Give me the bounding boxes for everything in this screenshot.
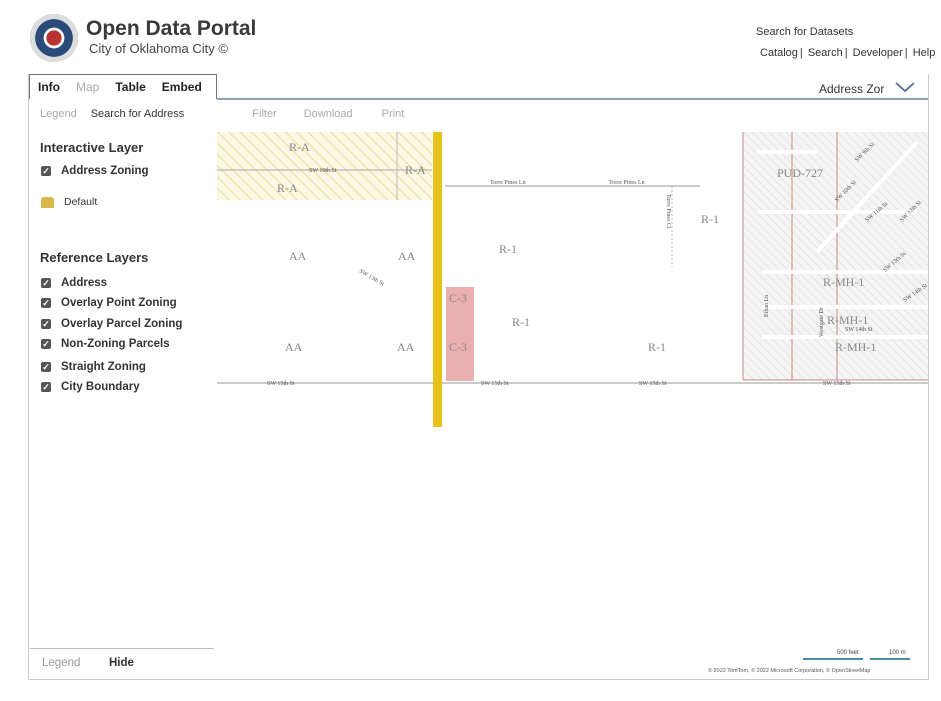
checkbox-checked-icon[interactable]: ✓	[41, 362, 51, 372]
checkbox-checked-icon[interactable]: ✓	[41, 298, 51, 308]
layer-straight-zoning[interactable]: ✓ Straight Zoning	[41, 361, 146, 373]
layer-overlay-parcel-zoning[interactable]: ✓ Overlay Parcel Zoning	[41, 318, 182, 330]
zoning-map[interactable]: R-A R-A R-A AA AA AA AA C-3 C-3 R-1 R-1 …	[217, 132, 928, 432]
page-title: Open Data Portal	[86, 17, 257, 40]
help-link[interactable]: Help	[912, 47, 936, 59]
street-label: Torre Pines Ln	[490, 180, 526, 186]
catalog-link[interactable]: Catalog	[760, 47, 798, 59]
scale-meters: 100 m	[889, 650, 906, 656]
layer-select[interactable]: Address Zor	[819, 82, 885, 96]
street-label: SW 14th St	[845, 327, 873, 333]
commercial-zone-c3	[446, 287, 474, 381]
street-label: SW 13th St	[358, 269, 385, 288]
layer-city-boundary[interactable]: ✓ City Boundary	[41, 381, 140, 393]
divider	[217, 98, 928, 100]
street-label: SW 15th St	[823, 381, 851, 387]
zone-label: C-3	[449, 340, 467, 354]
ag-zone-ra	[217, 132, 432, 200]
layer-label: Straight Zoning	[61, 361, 146, 373]
street-label: Torre Pines Ct	[665, 194, 671, 229]
view-tabs: Info Map Table Embed	[29, 74, 217, 99]
city-boundary	[742, 132, 928, 381]
subtab-download[interactable]: Download	[303, 108, 353, 120]
page-subtitle: City of Oklahoma City ©	[89, 41, 228, 56]
street-label: Torre Pines Ln	[609, 180, 645, 186]
checkbox-checked-icon[interactable]: ✓	[41, 319, 51, 329]
legend-button[interactable]: Legend	[42, 657, 81, 669]
checkbox-checked-icon[interactable]: ✓	[41, 339, 51, 349]
street-label: SW 15th St	[267, 381, 295, 387]
zone-label: PUD-727	[777, 166, 823, 180]
zone-labels: R-A R-A R-A AA AA AA AA C-3 C-3 R-1 R-1 …	[277, 140, 876, 354]
zone-label: AA	[289, 249, 307, 263]
hide-button[interactable]: Hide	[109, 657, 134, 669]
zone-label: R-A	[289, 140, 310, 154]
default-label: Default	[64, 196, 98, 208]
street-label: Westgate Dr	[819, 307, 825, 337]
layer-label: Address Zoning	[61, 165, 149, 177]
zone-label: R-A	[405, 163, 426, 177]
major-road	[433, 132, 442, 427]
tab-table[interactable]: Table	[115, 80, 146, 94]
zone-label: AA	[397, 340, 415, 354]
layer-label: Non-Zoning Parcels	[61, 338, 170, 350]
tab-embed[interactable]: Embed	[161, 80, 202, 94]
map-attribution: © 2022 TomTom, © 2022 Microsoft Corporat…	[708, 668, 871, 674]
sep: |	[799, 47, 803, 59]
sep: |	[844, 47, 848, 59]
search-link[interactable]: Search	[807, 47, 843, 59]
tab-info[interactable]: Info	[38, 80, 60, 94]
street-label: Ethan Ln	[764, 295, 770, 317]
layer-address-zoning[interactable]: ✓ Address Zoning	[41, 165, 149, 177]
zone-label: AA	[285, 340, 303, 354]
top-links: Catalog | Search | Developer | Help	[759, 47, 936, 59]
checkbox-checked-icon[interactable]: ✓	[41, 382, 51, 392]
subtab-filter[interactable]: Filter	[252, 108, 277, 120]
zone-label: R-1	[701, 212, 719, 226]
city-seal-logo	[30, 14, 78, 62]
subtab-legend[interactable]: Legend	[40, 108, 77, 120]
layer-label: Address	[61, 277, 108, 289]
street-label: SW 10th St	[309, 168, 337, 174]
chevron-down-icon[interactable]	[894, 80, 916, 94]
street-label: SW 15th St	[639, 381, 667, 387]
checkbox-checked-icon[interactable]: ✓	[41, 278, 51, 288]
zone-label: R-1	[499, 242, 517, 256]
zone-label: R-1	[648, 340, 666, 354]
layer-label: Overlay Point Zoning	[61, 297, 177, 309]
layer-non-zoning-parcels[interactable]: ✓ Non-Zoning Parcels	[41, 338, 170, 350]
layer-label: City Boundary	[61, 381, 140, 393]
zone-label: AA	[398, 249, 416, 263]
layer-label: Overlay Parcel Zoning	[61, 318, 183, 330]
street-label: SW 15th St	[481, 381, 509, 387]
zone-label: R-A	[277, 181, 298, 195]
zone-label: R-MH-1	[827, 313, 868, 327]
subtab-print[interactable]: Print	[381, 108, 405, 120]
subtabs: Legend Search for Address Filter Downloa…	[40, 108, 418, 120]
zone-label: C-3	[449, 291, 467, 305]
checkbox-checked-icon[interactable]: ✓	[41, 166, 51, 176]
scale-feet: 500 feet	[837, 650, 859, 656]
streets	[757, 140, 928, 339]
developer-link[interactable]: Developer	[852, 47, 903, 59]
default-swatch-icon	[41, 196, 54, 208]
scale-bar	[870, 658, 910, 660]
layer-address[interactable]: ✓ Address	[41, 277, 107, 289]
zone-label: R-MH-1	[835, 340, 876, 354]
scale-bar	[803, 658, 863, 660]
layer-overlay-point-zoning[interactable]: ✓ Overlay Point Zoning	[41, 297, 177, 309]
search-datasets-link[interactable]: Search for Datasets	[756, 26, 854, 38]
interactive-layer-heading: Interactive Layer	[40, 140, 144, 155]
sep: |	[904, 47, 908, 59]
viewer-frame	[28, 74, 929, 680]
tab-map[interactable]: Map	[76, 80, 100, 94]
legend-default: Default	[41, 196, 97, 208]
sidebar-footer: Legend Hide	[30, 648, 214, 669]
zone-label: R-MH-1	[823, 275, 864, 289]
subtab-search-address[interactable]: Search for Address	[90, 108, 185, 120]
reference-layers-heading: Reference Layers	[40, 250, 149, 265]
zone-label: R-1	[512, 315, 530, 329]
